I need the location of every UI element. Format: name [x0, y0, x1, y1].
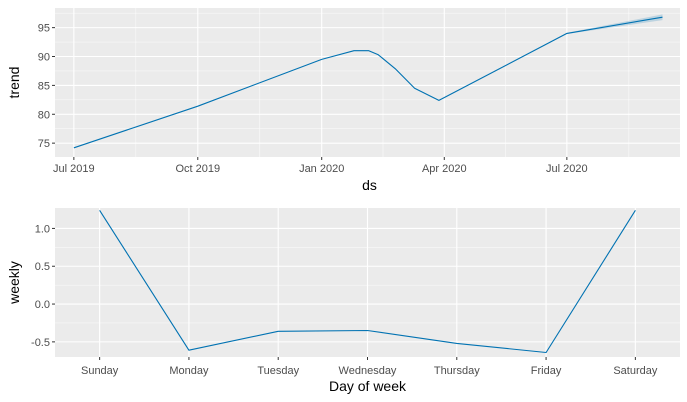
weekly-x-axis-title: Day of week [329, 378, 407, 394]
trend-x-tick-label: Jul 2020 [546, 163, 588, 175]
trend-y-tick-label: 75 [38, 138, 50, 150]
weekly-line [99, 210, 636, 354]
trend-y-tick-label: 95 [38, 23, 50, 35]
trend-y-tick-label: 90 [38, 52, 50, 64]
trend-panel-background [55, 8, 680, 157]
trend-line [73, 16, 663, 149]
weekly-x-tick-label: Monday [169, 365, 209, 377]
weekly-y-tick-label: 1.0 [35, 223, 50, 235]
weekly-x-tick-label: Wednesday [339, 365, 397, 377]
weekly-y-tick-label: 0.0 [35, 299, 50, 311]
weekly-x-tick-label: Sunday [81, 365, 119, 377]
trend-y-tick-label: 80 [38, 109, 50, 121]
trend-x-tick-label: Jul 2019 [53, 163, 95, 175]
trend-x-tick-label: Oct 2019 [175, 163, 220, 175]
weekly-y-tick-label: -0.5 [31, 337, 50, 349]
trend-uncertainty-band [73, 14, 663, 148]
weekly-x-tick-label: Saturday [613, 365, 658, 377]
trend-y-axis-title: trend [6, 67, 22, 99]
trend-y-tick-label: 85 [38, 80, 50, 92]
weekly-y-tick-label: 0.5 [35, 261, 50, 273]
weekly-x-tick-label: Thursday [434, 365, 480, 377]
weekly-x-tick-label: Tuesday [257, 365, 299, 377]
weekly-x-tick-label: Friday [531, 365, 562, 377]
trend-x-tick-label: Apr 2020 [422, 163, 467, 175]
trend-x-axis-title: ds [362, 177, 377, 193]
weekly-y-axis-title: weekly [6, 261, 22, 305]
trend-x-tick-label: Jan 2020 [299, 163, 344, 175]
